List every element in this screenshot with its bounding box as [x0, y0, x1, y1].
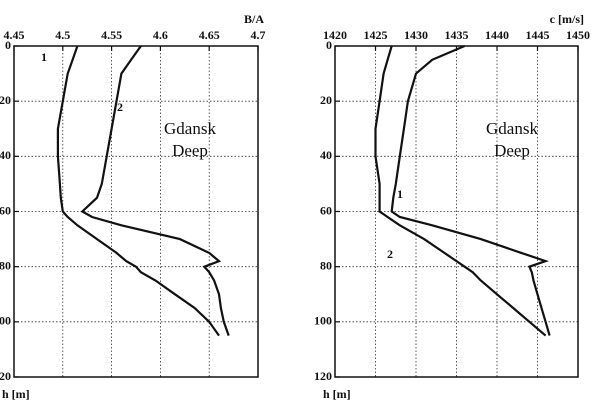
y-tick-label: 120 — [314, 369, 332, 383]
x-tick-label: 4.7 — [251, 28, 266, 42]
x-tick-label: 4.5 — [55, 28, 70, 42]
y-tick-label: 20 — [320, 93, 332, 107]
y-tick-label: 40 — [0, 148, 11, 162]
curve-label: 1 — [41, 50, 47, 64]
x-tick-label: 1450 — [566, 28, 590, 42]
plot-frame — [13, 45, 259, 378]
annotation: Deep — [172, 141, 208, 160]
curve-label: 2 — [387, 247, 393, 261]
annotation: Gdansk — [486, 119, 538, 138]
x-tick-label: 1440 — [485, 28, 509, 42]
x-tick-label: 4.45 — [4, 28, 25, 42]
x-tick-label: 1445 — [526, 28, 550, 42]
x-axis-label: B/A — [244, 12, 264, 26]
y-tick-label: 80 — [320, 258, 332, 272]
x-axis-label: c [m/s] — [550, 12, 584, 26]
y-axis-label: h [m] — [323, 387, 351, 401]
curve-label: 1 — [397, 187, 403, 201]
curve-label: 2 — [117, 100, 123, 114]
plot-frame — [334, 45, 579, 378]
profile-line — [390, 44, 551, 336]
x-tick-label: 1420 — [323, 28, 347, 42]
y-tick-label: 120 — [0, 369, 11, 383]
profile-line — [80, 45, 230, 336]
y-tick-label: 60 — [320, 203, 332, 217]
y-axis-label: h [m] — [2, 387, 30, 401]
profile-line — [374, 45, 547, 337]
y-tick-label: 100 — [0, 314, 11, 328]
y-tick-label: 20 — [0, 93, 11, 107]
y-tick-label: 60 — [0, 203, 11, 217]
x-tick-label: 4.55 — [101, 28, 122, 42]
y-tick-label: 80 — [0, 258, 11, 272]
profile-line — [56, 45, 220, 337]
x-tick-label: 1425 — [364, 28, 388, 42]
y-tick-label: 100 — [314, 314, 332, 328]
x-tick-label: 4.6 — [153, 28, 168, 42]
x-tick-label: 4.65 — [199, 28, 220, 42]
x-tick-label: 1435 — [445, 28, 469, 42]
x-tick-label: 1430 — [404, 28, 428, 42]
y-tick-label: 0 — [5, 38, 11, 52]
annotation: Gdansk — [164, 119, 216, 138]
annotation: Deep — [494, 141, 530, 160]
y-tick-label: 0 — [326, 38, 332, 52]
y-tick-label: 40 — [320, 148, 332, 162]
